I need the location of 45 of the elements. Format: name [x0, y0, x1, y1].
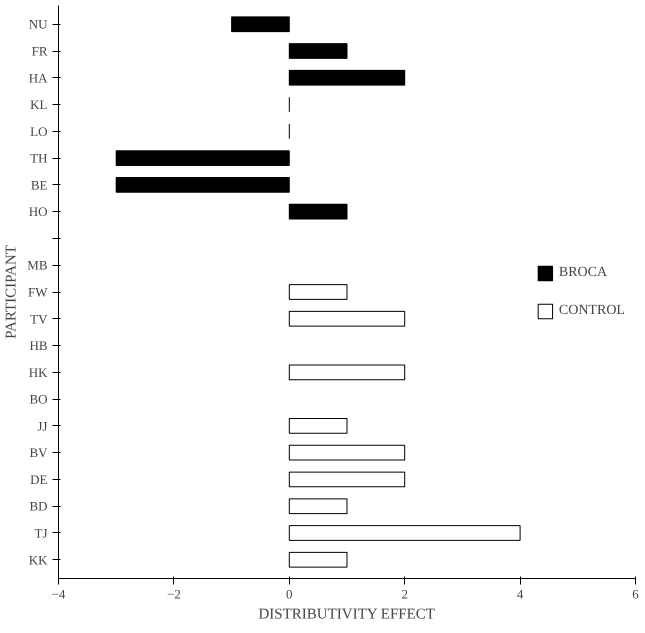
legend-label: CONTROL [558, 302, 625, 318]
x-tick-label: 2 [401, 586, 408, 602]
bar [231, 16, 290, 32]
y-tick-label: HO [28, 204, 48, 220]
bar [288, 70, 406, 86]
bar [288, 204, 348, 220]
x-tick-label: 0 [286, 586, 293, 602]
y-axis-title: PARTICIPANT [3, 245, 20, 339]
bar [288, 364, 406, 380]
x-axis-title: DISTRIBUTIVITY EFFECT [258, 606, 435, 622]
y-tick-label: DE [30, 472, 48, 487]
y-tick-label: FR [32, 44, 48, 59]
y-tick-label: JJ [37, 418, 48, 434]
x-tick-label: −4 [52, 586, 66, 602]
bar [288, 310, 406, 327]
bar [116, 177, 290, 193]
bar [288, 552, 348, 568]
bar [288, 444, 406, 461]
y-tick-label: HA [28, 70, 48, 86]
bar [116, 150, 290, 166]
y-tick-label: HK [28, 364, 48, 380]
y-tick-label: TH [30, 150, 48, 166]
x-tick-label: 6 [632, 586, 640, 602]
y-tick-label: BE [30, 177, 48, 192]
y-tick-label: KL [30, 97, 48, 112]
y-tick-label: MB [27, 258, 48, 273]
y-tick-label: TV [30, 311, 48, 326]
bar [288, 418, 348, 434]
x-tick-label: −2 [166, 586, 181, 602]
bar [288, 472, 406, 488]
bar [288, 284, 348, 300]
y-tick-label: BO [29, 392, 48, 407]
y-tick-label: BV [29, 445, 48, 460]
bar [288, 525, 521, 541]
bar [288, 498, 348, 514]
bar [288, 43, 348, 59]
legend-label: BROCA [558, 264, 608, 280]
y-tick-label: LO [30, 124, 48, 139]
y-tick-label: NU [28, 16, 48, 32]
y-tick-label: BD [29, 498, 48, 514]
y-tick-label: KK [28, 552, 48, 568]
y-tick-label: HB [29, 338, 48, 354]
x-tick-label: 4 [516, 586, 524, 602]
y-tick-label: TJ [34, 525, 48, 540]
y-tick-label: FW [28, 284, 48, 300]
